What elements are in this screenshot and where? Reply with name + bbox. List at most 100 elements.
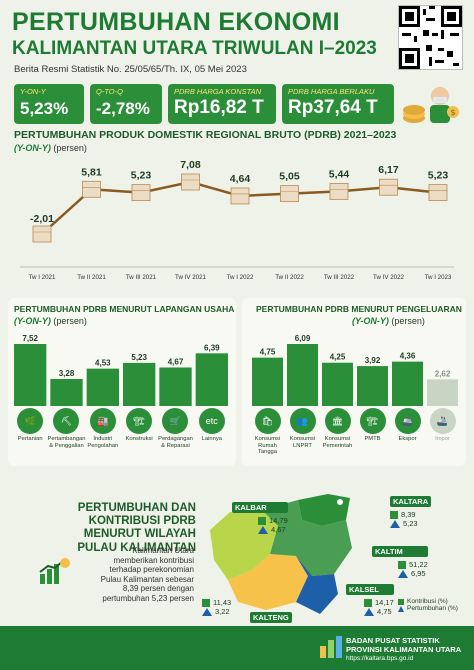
stat-pdrb-konstan: PDRB HARGA KONSTAN Rp16,82 T	[168, 84, 276, 124]
factory-icon: 🏭	[89, 408, 116, 434]
x-tick-label: Tw IV 2021	[175, 274, 207, 281]
bar-chart-lapangan-usaha: 7,52 3,28 4,53 5,23 4,67 6,39	[14, 334, 228, 406]
category-item: 🏗 PMTB	[354, 408, 391, 443]
kaltara-pertumbuhan: 5,23	[390, 519, 431, 528]
line-chart-title: PERTUMBUHAN PRODUK DOMESTIK REGIONAL BRU…	[14, 129, 397, 141]
pmtb-icon: 🏗	[359, 408, 386, 434]
pertumbuhan-marker	[364, 607, 374, 616]
etc-icon: etc	[198, 408, 225, 434]
kalsel-pertumbuhan-value: 4,75	[377, 607, 392, 616]
bar2-icon-row: 🛍 Konsumsi Rumah Tangga 👥 Konsumsi LNPRT 🏛 Ko…	[248, 408, 462, 464]
category-item: 🌿 Pertanian	[11, 408, 49, 443]
line-chart-subtitle-unit: (persen)	[53, 143, 87, 153]
kaltara-pertumbuhan-value: 5,23	[403, 519, 418, 528]
province-kalbar: KALBAR 14,79 4,67	[232, 502, 288, 534]
category-label: Lainnya	[201, 436, 222, 442]
data-label: 6,17	[378, 164, 399, 176]
bar-value-label: 5,23	[131, 353, 147, 362]
page-subtitle: KALIMANTAN UTARA TRIWULAN I–2023	[12, 38, 377, 59]
category-item: etc Lainnya	[193, 408, 231, 443]
province-name: KALSEL	[346, 584, 394, 595]
kalbar-kontribusi-value: 14,79	[269, 516, 288, 525]
kalteng-pertumbuhan-value: 3,22	[215, 607, 230, 616]
bar-value-label: 7,52	[22, 334, 38, 343]
province-name: KALTIM	[372, 546, 428, 557]
category-label: Ekspor	[398, 436, 417, 442]
category-label: PMTB	[364, 436, 381, 442]
category-item: ⛏ Pertambangan & Penggalian	[47, 408, 86, 449]
kaltim-kontribusi: 51,22	[398, 560, 428, 569]
kalbar-pertumbuhan-value: 4,67	[271, 525, 286, 534]
crane-icon: 🏗	[126, 408, 153, 434]
bar2-subtitle: (Y-ON-Y) (persen)	[352, 316, 425, 326]
province-name: KALBAR	[232, 502, 288, 513]
bar1-subtitle: (Y-ON-Y) (persen)	[14, 316, 87, 326]
kalsel-kontribusi-value: 14,17	[375, 598, 394, 607]
bar-value-label: 4,25	[330, 353, 346, 362]
kalteng-pertumbuhan: 3,22	[202, 607, 231, 616]
stat-berlaku-label: PDRB HARGA BERLAKU	[288, 87, 375, 96]
province-kalteng-name: KALTENG	[250, 612, 292, 623]
svg-text:$: $	[451, 108, 456, 117]
bar1-subtitle-unit: (persen)	[53, 316, 87, 326]
pertumbuhan-marker	[398, 569, 408, 578]
bar1-subtitle-yoy: (Y-ON-Y)	[14, 316, 51, 326]
footer-url[interactable]: https://kaltara.bps.go.id	[346, 655, 414, 662]
pertumbuhan-marker	[398, 605, 404, 612]
x-tick-label: Tw III 2021	[126, 274, 157, 281]
data-point-box	[280, 185, 299, 203]
data-label: 4,64	[230, 173, 251, 185]
map-kalteng	[228, 554, 308, 610]
regional-title: PERTUMBUHAN DAN KONTRIBUSI PDRB MENURUT …	[20, 502, 196, 555]
bar-value-label: 4,53	[95, 359, 111, 368]
category-label: Konsumsi LNPRT	[289, 436, 316, 449]
regional-title-line: MENURUT WILAYAH	[83, 528, 196, 541]
data-label: 5,05	[279, 171, 300, 183]
footer: BADAN PUSAT STATISTIK PROVINSI KALIMANTA…	[0, 626, 474, 670]
bar	[14, 344, 47, 406]
category-item: 👥 Konsumsi LNPRT	[284, 408, 321, 449]
pertumbuhan-marker	[258, 525, 268, 534]
bar-value-label: 4,36	[400, 352, 416, 361]
container-icon: 🚢	[429, 408, 456, 434]
qr-code[interactable]	[398, 5, 463, 70]
bar2-subtitle-yoy: (Y-ON-Y)	[352, 316, 389, 326]
data-point-box	[329, 182, 349, 200]
category-item: 🛒 Perdagangan & Reparasi	[156, 408, 194, 449]
data-label: 5,23	[428, 170, 449, 182]
bar-value-label: 2,62	[435, 369, 451, 378]
kaltara-kontribusi-value: 8,39	[401, 510, 416, 519]
bar-value-label: 3,28	[59, 369, 75, 378]
mining-icon: ⛏	[53, 408, 80, 434]
category-label: Perdagangan & Reparasi	[158, 436, 193, 449]
kalteng-kontribusi: 11,43	[202, 598, 231, 607]
data-label: 5,23	[131, 170, 152, 182]
province-kaltara: KALTARA 8,39 5,23	[390, 496, 432, 528]
pertumbuhan-marker	[390, 519, 400, 528]
regional-desc-line: Kalimantan Utara	[132, 546, 194, 555]
bar	[392, 361, 423, 406]
bar-value-label: 4,75	[260, 348, 276, 357]
page-title: PERTUMBUHAN EKONOMI	[12, 8, 340, 36]
kaltim-kontribusi-value: 51,22	[409, 560, 428, 569]
legend-pertumbuhan: Pertumbuhan (%)	[398, 605, 458, 612]
category-label: Industri Pengolahan	[87, 436, 119, 449]
government-icon: 🏛	[324, 408, 351, 434]
regional-desc-line: terhadap perekonomian	[109, 565, 194, 575]
lnprt-icon: 👥	[289, 408, 316, 434]
category-item: 🛍 Konsumsi Rumah Tangga	[249, 408, 286, 456]
province-kalteng: 11,43 3,22	[202, 598, 231, 616]
x-tick-label: Tw IV 2022	[373, 274, 405, 281]
bar	[123, 362, 156, 406]
data-label: -2,01	[30, 213, 54, 225]
regional-desc-line: pertumbuhan 5,23 persen	[102, 593, 194, 603]
data-point-box	[131, 184, 151, 201]
money-mascot-icon: $	[400, 82, 462, 126]
kaltim-pertumbuhan: 6,95	[398, 569, 428, 578]
kontribusi-marker	[398, 598, 404, 605]
line-chart-subtitle-yoy: (Y-ON-Y)	[14, 143, 51, 153]
kaltara-kontribusi: 8,39	[390, 510, 431, 519]
bar-value-label: 3,92	[365, 356, 381, 365]
kontribusi-marker	[364, 598, 372, 607]
regional-desc-line: 8,39 persen dengan	[122, 584, 194, 594]
